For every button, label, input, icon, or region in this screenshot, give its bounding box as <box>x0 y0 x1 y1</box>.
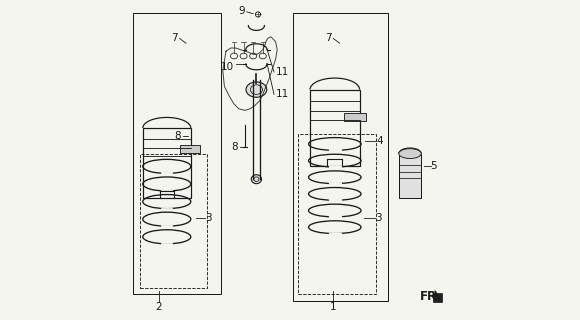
Bar <box>344 113 365 121</box>
Text: FR.: FR. <box>419 290 441 302</box>
Text: 7: 7 <box>325 33 332 44</box>
Text: 10: 10 <box>221 62 234 72</box>
Bar <box>180 145 201 153</box>
Text: 7: 7 <box>172 33 178 44</box>
FancyBboxPatch shape <box>433 293 443 302</box>
Text: 3: 3 <box>205 212 212 223</box>
Text: 1: 1 <box>330 302 336 312</box>
Bar <box>143 128 191 198</box>
Text: 11: 11 <box>276 89 289 100</box>
Text: 8: 8 <box>231 142 238 152</box>
Ellipse shape <box>399 149 421 158</box>
Text: 8: 8 <box>175 131 181 141</box>
Text: 5: 5 <box>431 161 437 172</box>
Text: 2: 2 <box>155 302 162 312</box>
Text: 4: 4 <box>376 136 383 146</box>
Text: 9: 9 <box>238 6 245 16</box>
Bar <box>310 90 360 166</box>
Ellipse shape <box>246 82 267 97</box>
Bar <box>399 154 421 198</box>
Ellipse shape <box>251 175 262 184</box>
Text: 3: 3 <box>375 212 381 223</box>
Text: 11: 11 <box>276 67 289 77</box>
